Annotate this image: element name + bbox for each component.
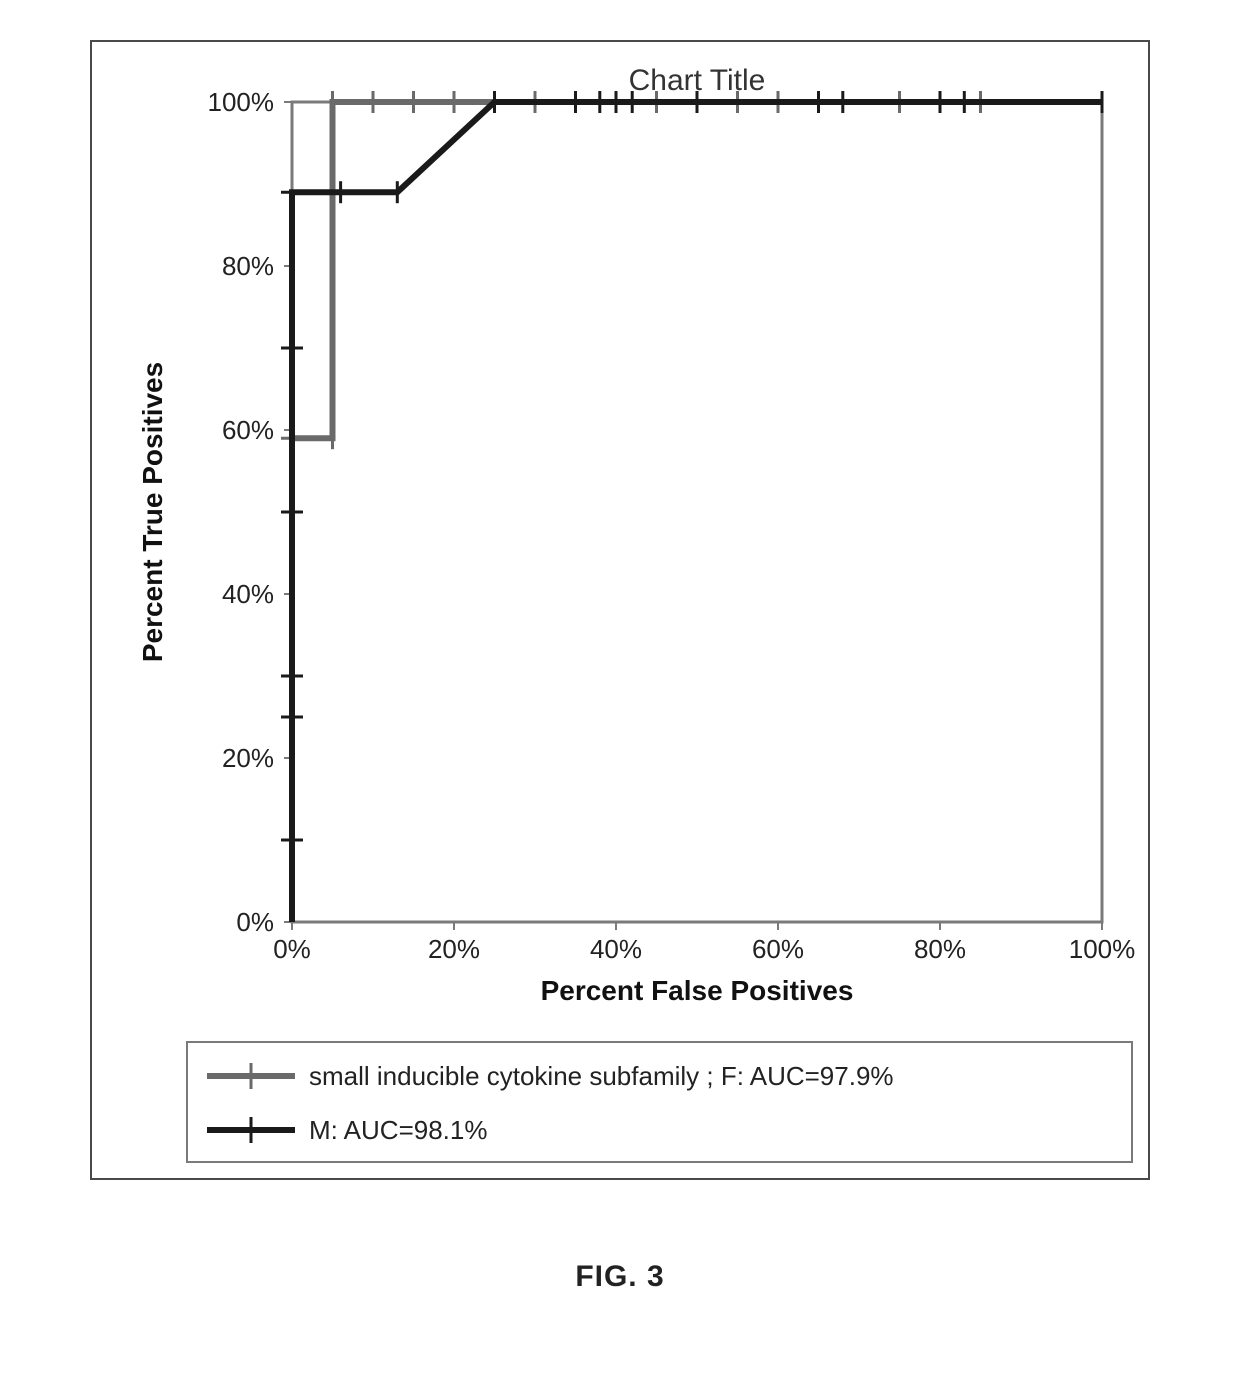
y-tick-label: 0% — [236, 907, 274, 937]
x-tick-label: 0% — [273, 934, 311, 964]
y-tick-label: 60% — [222, 415, 274, 445]
page: Chart Title0%20%40%60%80%100%0%20%40%60%… — [0, 0, 1240, 1398]
y-tick-label: 100% — [208, 87, 275, 117]
y-tick-label: 20% — [222, 743, 274, 773]
x-tick-label: 80% — [914, 934, 966, 964]
y-tick-label: 80% — [222, 251, 274, 281]
legend-label: M: AUC=98.1% — [309, 1115, 487, 1145]
x-tick-label: 100% — [1069, 934, 1136, 964]
legend-label: small inducible cytokine subfamily ; F: … — [309, 1061, 894, 1091]
figure-frame: Chart Title0%20%40%60%80%100%0%20%40%60%… — [90, 40, 1150, 1180]
x-axis-label: Percent False Positives — [541, 975, 854, 1006]
y-tick-label: 40% — [222, 579, 274, 609]
plot-area — [292, 102, 1102, 922]
x-tick-label: 40% — [590, 934, 642, 964]
figure-caption: FIG. 3 — [0, 1260, 1240, 1294]
x-tick-label: 20% — [428, 934, 480, 964]
x-tick-label: 60% — [752, 934, 804, 964]
roc-chart: Chart Title0%20%40%60%80%100%0%20%40%60%… — [92, 42, 1152, 1182]
y-axis-label: Percent True Positives — [137, 362, 168, 662]
